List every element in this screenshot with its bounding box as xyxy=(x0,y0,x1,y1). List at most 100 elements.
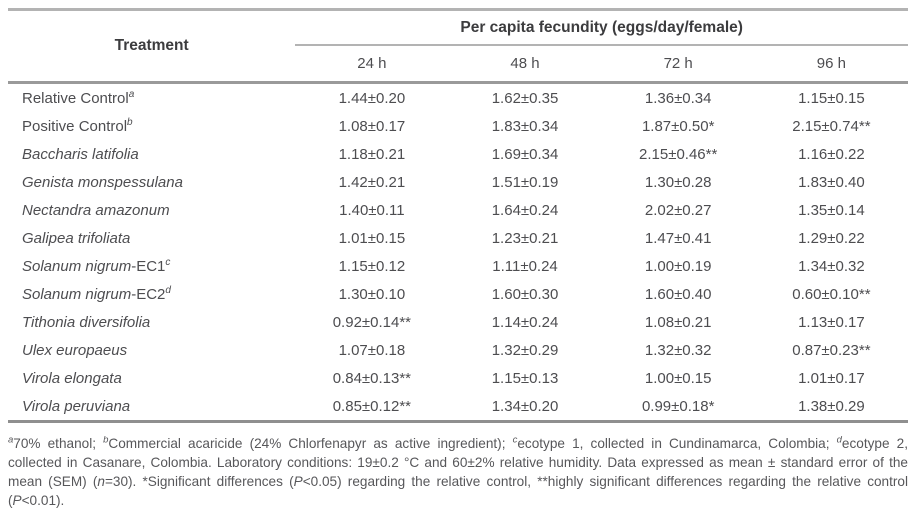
value-cell-72h: 1.30±0.28 xyxy=(644,173,712,191)
footnote-segment: 70% ethanol; xyxy=(13,436,104,451)
treatment-cell: Galipea trifoliata xyxy=(8,224,295,252)
value-cell-24h: 0.85±0.12** xyxy=(332,397,412,415)
value-cell-24h: 0.92±0.14** xyxy=(332,313,412,331)
value-cell-72h: 1.47±0.41 xyxy=(644,229,712,247)
footnote-segment: d xyxy=(836,434,842,446)
column-header-96h: 96 h xyxy=(754,45,908,84)
fecundity-group-header: Per capita fecundity (eggs/day/female) xyxy=(295,9,908,46)
value-cell-24h: 1.08±0.17 xyxy=(338,117,406,135)
value-cell-48h: 1.14±0.24 xyxy=(491,313,559,331)
treatment-cell: Tithonia diversifolia xyxy=(8,308,295,336)
value-cell-72h: 1.60±0.40 xyxy=(644,285,712,303)
table-row: Solanum nigrum-EC1c 1.15±0.12 1.11±0.24 1.… xyxy=(8,252,908,280)
treatment-cell: Solanum nigrum-EC1c xyxy=(8,252,295,280)
treatment-superscript: d xyxy=(165,284,171,296)
column-header-24h: 24 h xyxy=(295,45,449,84)
footnote-segment: P xyxy=(293,474,303,489)
value-cell-24h: 1.01±0.15 xyxy=(338,229,406,247)
value-cell-96h: 1.16±0.22 xyxy=(798,145,865,163)
value-cell-48h: 1.11±0.24 xyxy=(492,257,558,275)
value-cell-96h: 1.38±0.29 xyxy=(798,397,865,415)
value-cell-48h: 1.83±0.34 xyxy=(491,117,559,135)
footnote-segment: b xyxy=(103,434,109,446)
table-row: Solanum nigrum-EC2d 1.30±0.10 1.60±0.30 1.… xyxy=(8,280,908,308)
value-cell-96h: 1.15±0.15 xyxy=(798,89,865,107)
value-cell-96h: 0.60±0.10** xyxy=(792,285,871,303)
value-cell-24h: 1.18±0.21 xyxy=(338,145,406,163)
treatment-name: Tithonia diversifolia xyxy=(22,313,151,331)
treatment-cell: Positive Controlb xyxy=(8,112,295,140)
value-cell-48h: 1.64±0.24 xyxy=(491,201,559,219)
treatment-suffix: -EC2 xyxy=(131,285,166,303)
value-cell-96h: 1.34±0.32 xyxy=(798,257,865,275)
table-row: Genista monspessulana 1.42±0.21 1.51±0.19… xyxy=(8,168,908,196)
treatment-cell: Virola elongata xyxy=(8,364,295,392)
table-row: Relative Controla 1.44±0.20 1.62±0.35 1.36… xyxy=(8,83,908,113)
treatment-cell: Ulex europaeus xyxy=(8,336,295,364)
value-cell-72h: 1.32±0.32 xyxy=(644,341,712,359)
table-row: Positive Controlb 1.08±0.17 1.83±0.34 1.87… xyxy=(8,112,908,140)
treatment-name: Solanum nigrum xyxy=(22,257,132,275)
treatment-cell: Solanum nigrum-EC2d xyxy=(8,280,295,308)
value-cell-96h: 0.87±0.23** xyxy=(792,341,871,359)
value-cell-48h: 1.69±0.34 xyxy=(491,145,559,163)
value-cell-96h: 1.29±0.22 xyxy=(798,229,865,247)
table-row: Virola elongata 0.84±0.13** 1.15±0.13 1.00… xyxy=(8,364,908,392)
value-cell-48h: 1.51±0.19 xyxy=(491,173,559,191)
value-cell-96h: 1.01±0.17 xyxy=(798,369,865,387)
treatment-superscript: a xyxy=(128,88,135,100)
treatment-suffix: -EC1 xyxy=(131,257,166,275)
treatment-cell: Virola peruviana xyxy=(8,392,295,422)
treatment-cell: Baccharis latifolia xyxy=(8,140,295,168)
column-header-72h: 72 h xyxy=(601,45,755,84)
value-cell-72h: 2.02±0.27 xyxy=(644,201,712,219)
footnote-segment: c xyxy=(512,434,518,446)
value-cell-72h: 1.00±0.19 xyxy=(644,257,712,275)
treatment-superscript: c xyxy=(165,256,171,268)
value-cell-96h: 1.83±0.40 xyxy=(798,173,865,191)
treatment-cell: Relative Controla xyxy=(8,83,295,113)
table-row: Ulex europaeus 1.07±0.18 1.32±0.29 1.32±0.… xyxy=(8,336,908,364)
value-cell-24h: 1.30±0.10 xyxy=(338,285,406,303)
footnote-segment: ecotype 2, collected in Casanare, Colomb… xyxy=(8,436,908,489)
value-cell-72h: 1.87±0.50* xyxy=(641,117,715,135)
treatment-name: Baccharis latifolia xyxy=(22,145,139,163)
value-cell-72h: 2.15±0.46** xyxy=(639,145,718,163)
value-cell-24h: 1.44±0.20 xyxy=(338,89,406,107)
value-cell-96h: 1.35±0.14 xyxy=(798,201,865,219)
value-cell-24h: 1.42±0.21 xyxy=(338,173,406,191)
value-cell-72h: 1.08±0.21 xyxy=(644,313,712,331)
treatment-cell: Genista monspessulana xyxy=(8,168,295,196)
value-cell-48h: 1.34±0.20 xyxy=(491,397,559,415)
table-row: Galipea trifoliata 1.01±0.15 1.23±0.21 1.4… xyxy=(8,224,908,252)
treatment-name: Virola peruviana xyxy=(22,397,131,415)
table-row: Tithonia diversifolia 0.92±0.14** 1.14±0.… xyxy=(8,308,908,336)
table-row: Baccharis latifolia 1.18±0.21 1.69±0.34 2.… xyxy=(8,140,908,168)
footnote-segment: a xyxy=(8,434,14,446)
fecundity-table: Treatment Per capita fecundity (eggs/day… xyxy=(8,8,908,423)
table-footnote: a70% ethanol; bCommercial acaricide (24%… xyxy=(8,434,908,510)
treatment-name: Genista monspessulana xyxy=(22,173,183,191)
value-cell-24h: 1.15±0.12 xyxy=(338,257,406,275)
value-cell-96h: 2.15±0.74** xyxy=(792,117,871,135)
footnote-segment: P xyxy=(12,493,22,508)
treatment-name: Nectandra amazonum xyxy=(22,201,170,219)
footnote-segment: <0.01). xyxy=(21,493,65,508)
footnote-segment: ecotype 1, collected in Cundinamarca, Co… xyxy=(517,436,837,451)
value-cell-24h: 1.07±0.18 xyxy=(338,341,406,359)
treatment-name: Relative Control xyxy=(22,89,129,107)
treatment-column-header: Treatment xyxy=(8,9,296,84)
value-cell-24h: 1.40±0.11 xyxy=(339,201,405,219)
value-cell-48h: 1.23±0.21 xyxy=(491,229,559,247)
value-cell-48h: 1.32±0.29 xyxy=(491,341,559,359)
treatment-name: Solanum nigrum xyxy=(22,285,132,303)
footnote-segment: <0.05) regarding the relative control, *… xyxy=(8,474,908,508)
value-cell-72h: 1.36±0.34 xyxy=(644,89,712,107)
value-cell-48h: 1.15±0.13 xyxy=(491,369,559,387)
treatment-superscript: b xyxy=(127,116,133,128)
footnote-segment: =30). *Significant differences ( xyxy=(104,474,294,489)
treatment-name: Positive Control xyxy=(22,117,128,135)
value-cell-96h: 1.13±0.17 xyxy=(798,313,865,331)
table-row: Nectandra amazonum 1.40±0.11 1.64±0.24 2.0… xyxy=(8,196,908,224)
